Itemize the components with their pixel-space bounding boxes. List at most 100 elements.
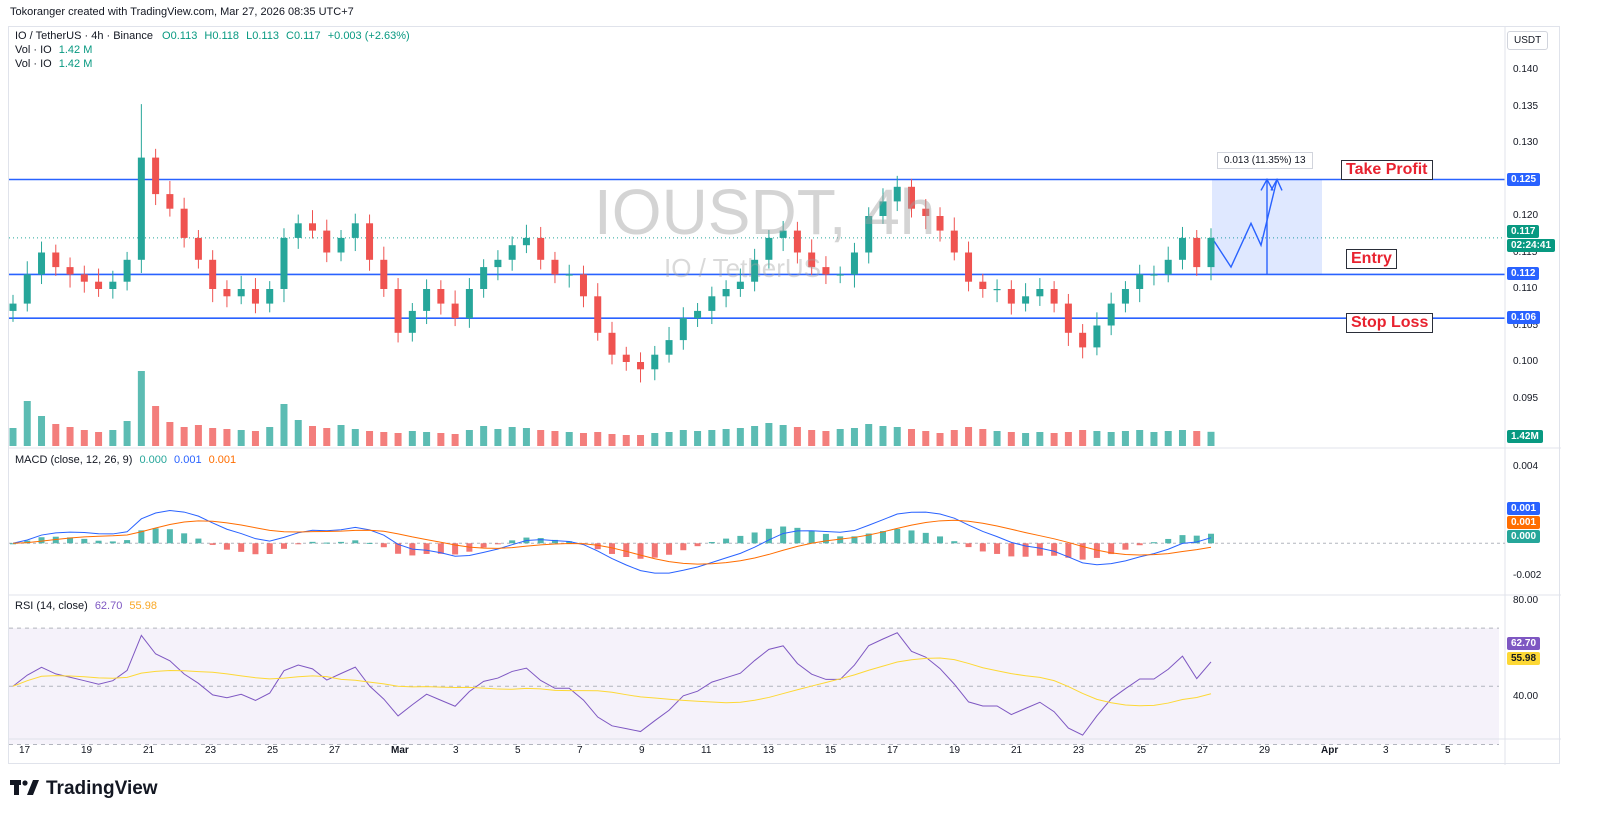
date-tick-label: 3	[453, 745, 459, 756]
date-tick-label: 23	[1073, 745, 1085, 756]
volume-bar	[793, 427, 801, 446]
candle-body	[423, 289, 431, 311]
rsi-ma-line	[12, 657, 1212, 707]
tradingview-logo-icon	[10, 778, 40, 796]
candle-body	[594, 296, 602, 333]
entry-label[interactable]: Entry	[1346, 249, 1397, 269]
tradingview-logo[interactable]: TradingView	[10, 778, 158, 800]
creator-line: Tokoranger created with TradingView.com,…	[10, 6, 354, 18]
ohlc-change: +0.003 (+2.63%)	[327, 30, 410, 42]
macd-histogram-bar	[1136, 543, 1143, 546]
volume-bar	[1064, 432, 1072, 446]
candle-body	[309, 223, 316, 231]
candle-body	[9, 303, 17, 311]
macd-histogram-bar	[680, 543, 687, 551]
volume-bar	[708, 430, 716, 446]
volume-bar	[1050, 433, 1058, 446]
volume-bar	[1193, 431, 1201, 446]
macd-histogram-bar	[765, 528, 772, 544]
countdown-tag: 02:24:41	[1507, 238, 1556, 252]
macd-histogram-bar	[494, 543, 501, 545]
candle-body	[280, 237, 288, 289]
candle-body	[708, 296, 716, 311]
macd-histogram-bar	[651, 543, 658, 558]
candle-body	[251, 289, 259, 304]
macd-histogram-bar	[566, 541, 573, 544]
volume-bar	[137, 371, 145, 446]
macd-histogram-bar	[124, 540, 131, 544]
macd-histogram-bar	[1036, 543, 1043, 556]
macd-histogram-bar	[109, 541, 116, 544]
stop-loss-label[interactable]: Stop Loss	[1346, 313, 1434, 333]
macd-histogram-bar	[338, 541, 345, 544]
macd-histogram-bar	[979, 543, 986, 552]
macd-histogram-bar	[1193, 535, 1200, 544]
candle-body	[537, 237, 545, 260]
volume-bar	[779, 425, 787, 446]
rsi-legend[interactable]: RSI (14, close) 62.70 55.98	[15, 600, 157, 612]
chart-canvas[interactable]	[9, 27, 1561, 765]
candle-body	[1164, 259, 1172, 275]
macd-histogram-bar	[837, 536, 844, 544]
candle-body	[565, 274, 573, 276]
macd-histogram-bar	[423, 543, 430, 554]
volume-legend-1[interactable]: Vol · IO 1.42 M	[15, 44, 92, 56]
macd-histogram-bar	[794, 527, 801, 544]
candle-body	[808, 252, 816, 268]
candle-body	[551, 259, 559, 275]
candle-body	[166, 194, 174, 209]
macd-histogram-bar	[437, 543, 444, 554]
volume-bar	[836, 429, 844, 446]
macd-legend[interactable]: MACD (close, 12, 26, 9) 0.000 0.001 0.00…	[15, 454, 236, 466]
volume-bar	[537, 430, 545, 446]
chart-area[interactable]: IO / TetherUS · 4h · Binance O0.113 H0.1…	[8, 26, 1561, 765]
price-tick-label: 0.095	[1513, 392, 1539, 404]
volume-bar	[893, 427, 901, 446]
macd-histogram-bar	[908, 530, 915, 544]
macd-histogram-bar	[1208, 533, 1214, 544]
volume-bar	[979, 429, 987, 446]
candle-body	[23, 274, 31, 304]
volume-bar	[66, 427, 74, 446]
candle-body	[52, 252, 60, 268]
volume-legend-2[interactable]: Vol · IO 1.42 M	[15, 58, 92, 70]
volume-value: 1.42 M	[58, 58, 93, 70]
candle-body	[80, 274, 88, 282]
volume-bar	[751, 426, 759, 446]
macd-signal-line	[12, 519, 1212, 565]
volume-bar	[38, 416, 46, 446]
currency-button[interactable]: USDT	[1507, 31, 1549, 50]
volume-bar	[494, 429, 502, 446]
macd-histogram-bar	[1065, 543, 1072, 558]
candle-body	[137, 157, 145, 260]
macd-histogram-bar	[1179, 535, 1186, 544]
macd-histogram-bar	[380, 543, 387, 548]
candle-body	[679, 318, 687, 341]
candle-body	[465, 289, 473, 319]
take-profit-label[interactable]: Take Profit	[1341, 160, 1433, 180]
date-tick-label: 21	[143, 745, 155, 756]
candle-body	[437, 289, 445, 304]
volume-bar	[109, 430, 117, 446]
macd-histogram-bar	[780, 526, 787, 544]
candle-body	[608, 332, 616, 355]
macd-histogram-bar	[609, 543, 615, 554]
volume-bar	[808, 430, 816, 446]
symbol-legend[interactable]: IO / TetherUS · 4h · Binance O0.113 H0.1…	[15, 30, 410, 42]
macd-histogram-bar	[195, 538, 202, 544]
volume-bar	[1022, 433, 1030, 446]
volume-bar	[9, 428, 17, 446]
measure-label[interactable]: 0.013 (11.35%) 13	[1217, 152, 1313, 169]
volume-bar	[665, 432, 673, 446]
date-tick-label: 3	[1383, 745, 1389, 756]
macd-histogram-bar	[894, 528, 901, 544]
volume-bar	[1036, 432, 1044, 446]
volume-bar	[551, 431, 559, 446]
macd-histogram-bar	[24, 540, 31, 544]
macd-histogram-bar	[238, 543, 245, 552]
rsi-label: RSI (14, close)	[15, 600, 88, 612]
volume-bar	[694, 431, 702, 446]
macd-histogram-bar	[937, 536, 944, 544]
candle-body	[1178, 237, 1186, 260]
candle-body	[1064, 303, 1072, 333]
